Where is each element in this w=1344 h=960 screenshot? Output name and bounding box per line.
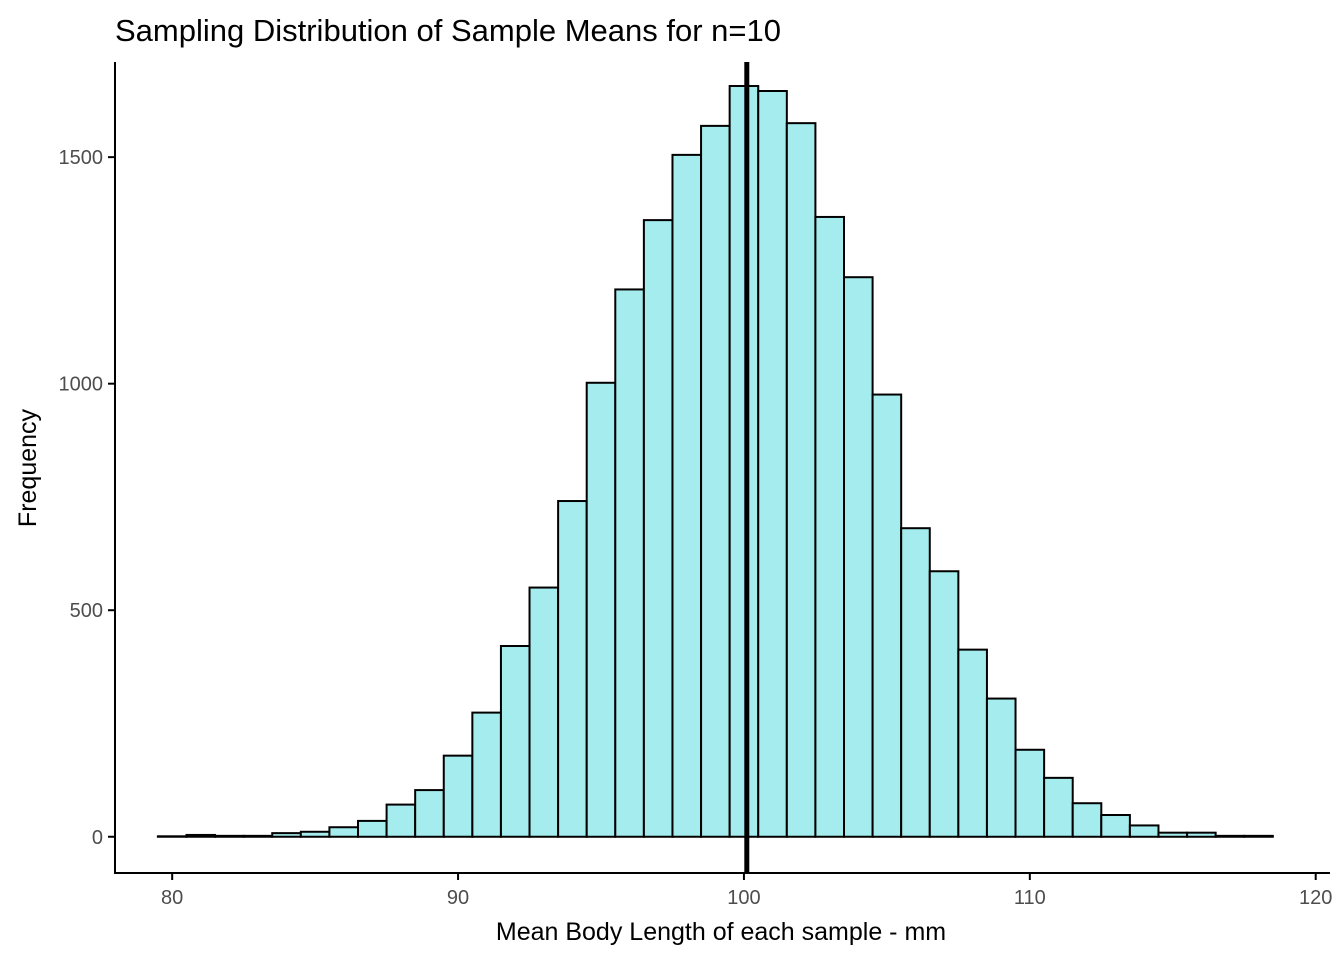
histogram-bar xyxy=(1128,824,1160,838)
y-tick-label: 0 xyxy=(92,827,103,849)
histogram-bar xyxy=(185,833,217,838)
x-tick-label: 90 xyxy=(447,887,469,909)
histogram-bar xyxy=(357,819,388,838)
histogram-bar xyxy=(214,834,245,838)
histogram-bar xyxy=(957,648,988,838)
histogram-bar xyxy=(985,697,1017,838)
histogram-bar xyxy=(385,803,417,838)
histogram-bar xyxy=(843,276,874,838)
histogram-bar xyxy=(785,122,817,838)
x-tick-label: 80 xyxy=(161,887,183,909)
histogram-bar xyxy=(928,570,960,838)
y-tick-label: 1000 xyxy=(59,374,104,396)
histogram-bar xyxy=(757,90,788,838)
chart-title: Sampling Distribution of Sample Means fo… xyxy=(115,13,781,48)
histogram-bar xyxy=(528,586,560,838)
histogram-bar xyxy=(442,754,474,838)
histogram-bar xyxy=(728,85,760,838)
histogram-bar xyxy=(299,830,331,838)
y-tick-label: 500 xyxy=(70,600,103,622)
histogram-bar xyxy=(671,153,703,838)
histogram-bar xyxy=(328,826,360,838)
x-axis-title: Mean Body Length of each sample - mm xyxy=(496,918,946,946)
histogram-bars xyxy=(156,85,1274,838)
axes xyxy=(114,62,1330,874)
histogram-bar xyxy=(471,711,502,838)
x-tick-label: 120 xyxy=(1299,887,1332,909)
y-tick-label: 1500 xyxy=(59,147,104,169)
histogram-bar xyxy=(871,393,903,838)
histogram-bar xyxy=(414,789,445,838)
histogram-bar xyxy=(1157,831,1189,838)
y-axis-ticks: 0 500 1000 1500 xyxy=(59,147,115,849)
histogram-bar xyxy=(814,215,845,838)
histogram-bar xyxy=(499,645,531,838)
histogram-bar xyxy=(1014,748,1046,838)
histogram-bar xyxy=(1214,834,1246,838)
histogram-bar xyxy=(1100,814,1131,838)
histogram-bar xyxy=(1043,776,1074,838)
histogram-bar xyxy=(1071,802,1103,838)
histogram-bar xyxy=(557,500,588,838)
x-tick-label: 100 xyxy=(727,887,760,909)
histogram-bar xyxy=(614,288,645,838)
histogram-bar xyxy=(1243,834,1274,838)
histogram-bar xyxy=(585,381,617,838)
histogram-bar xyxy=(900,527,931,838)
histogram-bar xyxy=(242,834,274,838)
histogram-bar xyxy=(1186,831,1217,838)
histogram-bar xyxy=(642,219,674,838)
x-axis-ticks: 80 90 100 110 120 xyxy=(161,873,1332,909)
x-tick-label: 110 xyxy=(1014,887,1046,909)
y-axis-title: Frequency xyxy=(14,408,42,527)
histogram-bar xyxy=(271,832,302,838)
histogram-bar xyxy=(700,124,731,838)
